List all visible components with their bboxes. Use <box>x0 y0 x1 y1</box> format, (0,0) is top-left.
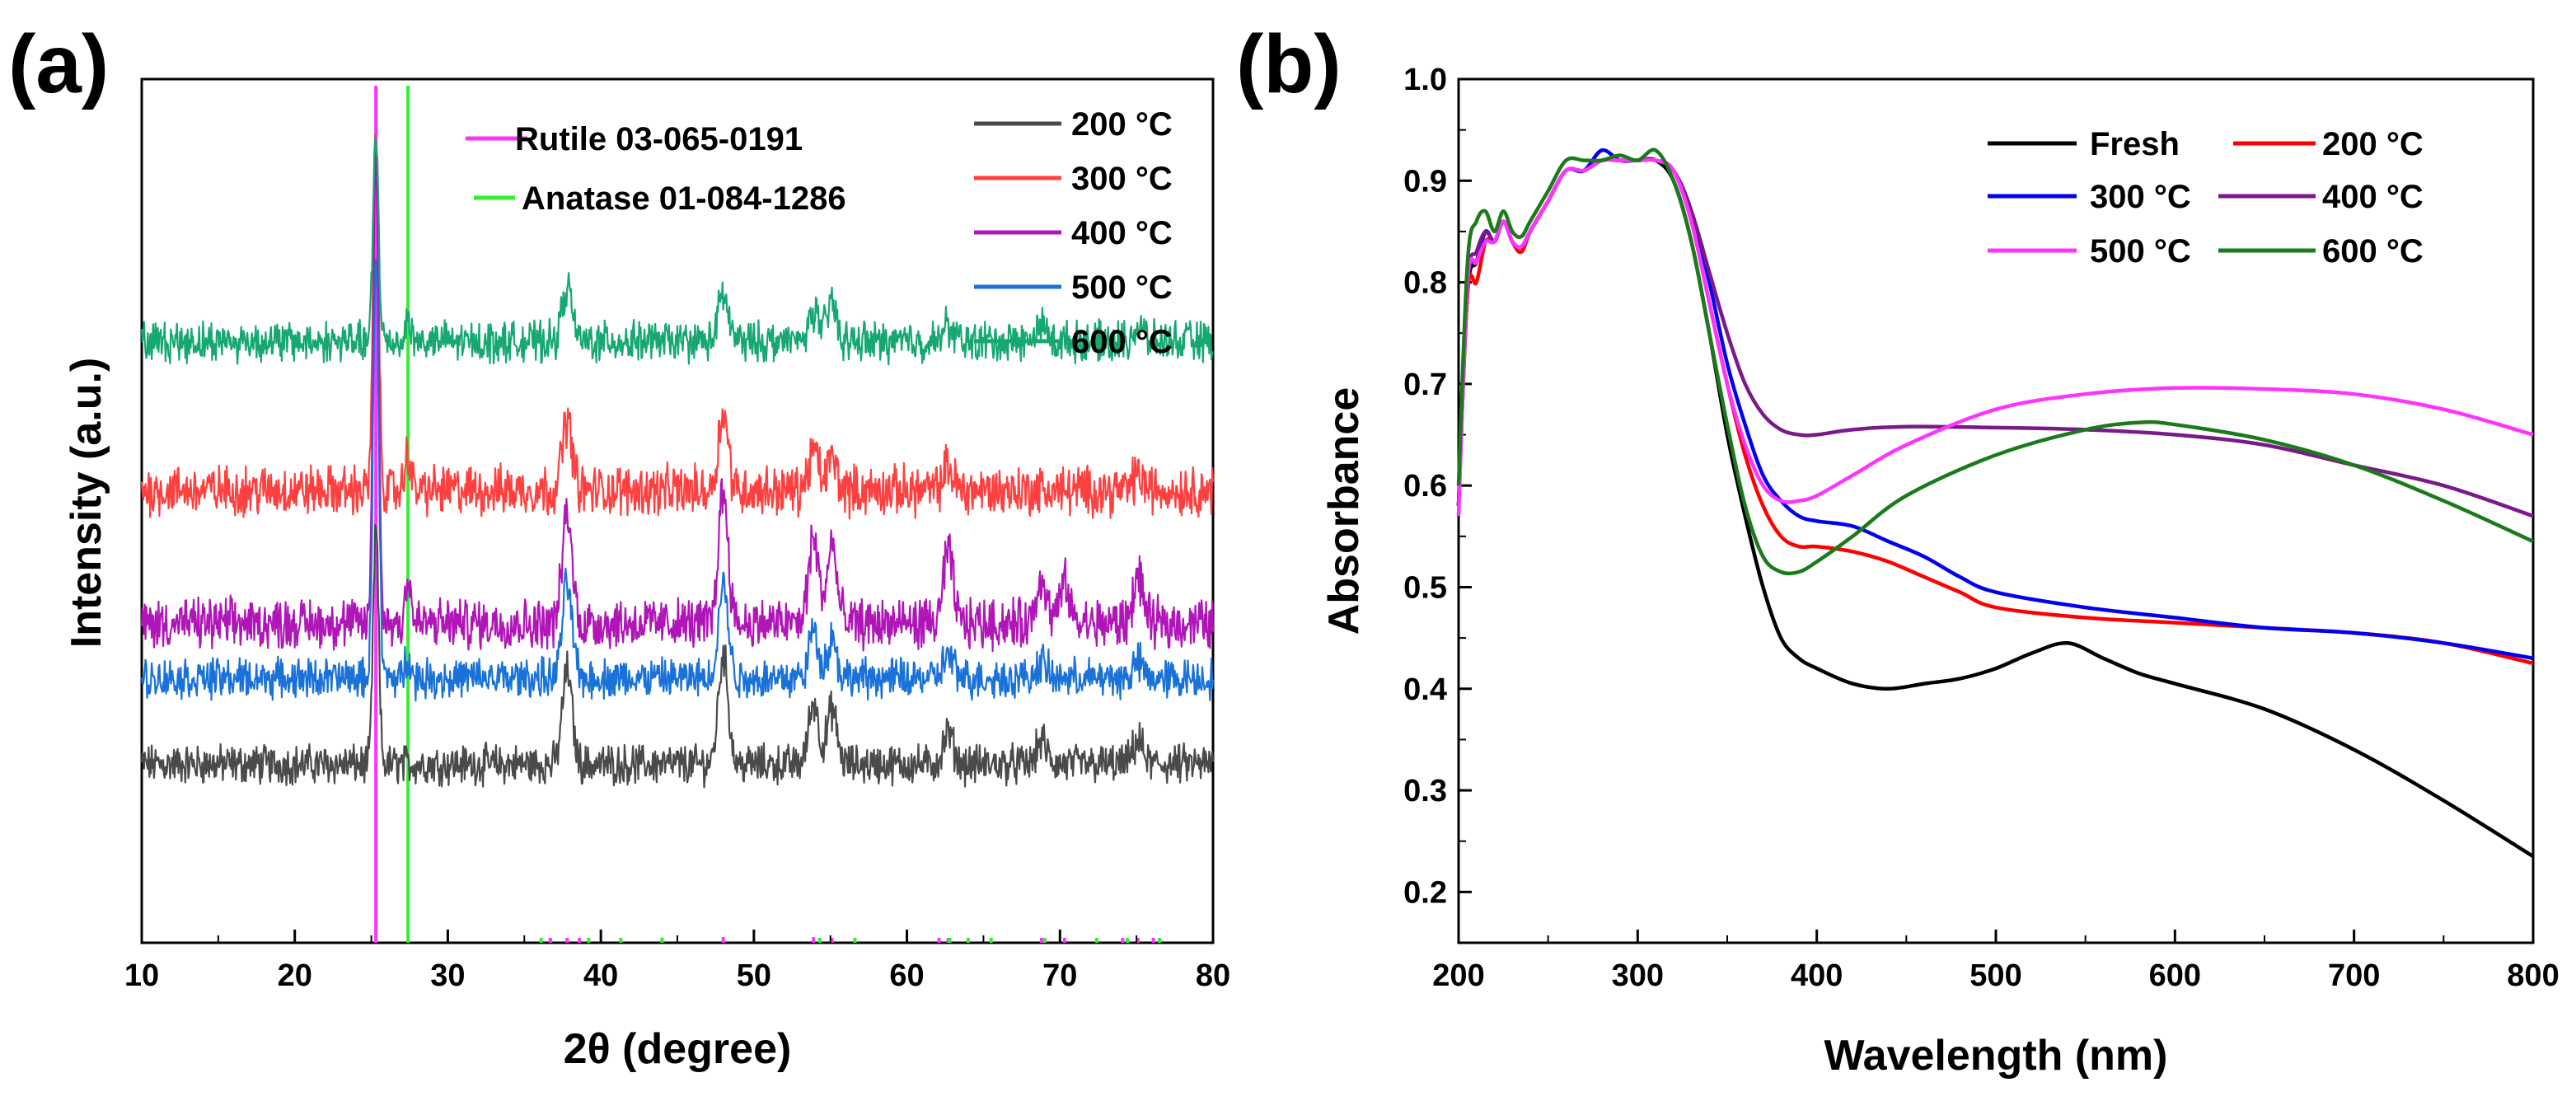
uvvis-series <box>1456 148 2535 859</box>
uvvis-x-tick-label: 500 <box>1969 958 2021 993</box>
xrd-x-tick-label: 40 <box>583 958 618 993</box>
uvvis-x-axis-title: Wavelength (nm) <box>1824 1032 2168 1080</box>
xrd-series-line-600-c <box>140 136 1214 366</box>
uvvis-y-tick-label: 0.8 <box>1403 266 1447 301</box>
xrd-x-axis-title: 2θ (degree) <box>564 1025 792 1073</box>
legend-label-xrd-400: 400 °C <box>1071 215 1173 251</box>
xrd-x-ticks: 10 20 30 40 50 60 70 80 <box>124 930 1230 993</box>
uvvis-series-line-600-c <box>1456 148 2534 576</box>
uvvis-legend: Fresh 200 °C 300 °C 400 °C 500 °C 600 °C <box>1988 126 2424 269</box>
legend-label-xrd-300: 300 °C <box>1071 161 1173 197</box>
legend-label-xrd-600: 600 °C <box>1071 324 1173 360</box>
uvvis-y-tick-label: 0.6 <box>1403 469 1447 504</box>
legend-label-xrd-200: 200 °C <box>1071 106 1173 143</box>
legend-label-uv-400: 400 °C <box>2322 179 2424 215</box>
xrd-series-line-300-c <box>140 133 1215 520</box>
legend-label-uv-300: 300 °C <box>2090 179 2191 215</box>
uvvis-x-tick-label: 200 <box>1432 958 1484 993</box>
uvvis-y-axis-title: Absorbance <box>1320 387 1368 635</box>
legend-label-fresh: Fresh <box>2090 126 2180 162</box>
xrd-x-tick-label: 10 <box>124 958 159 993</box>
uvvis-y-tick-label: 0.5 <box>1403 570 1447 605</box>
legend-label-rutile: Rutile 03-065-0191 <box>515 121 803 157</box>
panel-a-letter: (a) <box>8 18 109 110</box>
uvvis-y-tick-label: 0.7 <box>1403 368 1447 402</box>
uvvis-series-line-300-c <box>1456 148 2534 661</box>
xrd-x-tick-label: 60 <box>889 958 924 993</box>
legend-label-uv-500: 500 °C <box>2090 233 2191 269</box>
uvvis-x-ticks: 200 300 400 500 600 700 800 <box>1432 930 2560 993</box>
xrd-x-tick-label: 30 <box>430 958 465 993</box>
uvvis-y-tick-label: 0.4 <box>1403 672 1447 707</box>
xrd-series-line-400-c <box>140 141 1215 653</box>
xrd-series <box>140 133 1215 789</box>
xrd-x-tick-label: 20 <box>278 958 312 993</box>
xrd-x-tick-label: 70 <box>1042 958 1077 993</box>
legend-label-uv-600: 600 °C <box>2322 233 2424 269</box>
reference-sticks <box>374 86 1161 943</box>
xrd-series-line-200-c <box>140 523 1215 789</box>
xrd-series-line-500-c <box>140 258 1215 702</box>
panel-b-letter: (b) <box>1236 18 1342 110</box>
xrd-x-tick-label: 80 <box>1196 958 1230 993</box>
uvvis-series-line-500-c <box>1456 157 2534 517</box>
uvvis-y-tick-label: 1.0 <box>1403 63 1447 97</box>
uvvis-y-tick-label: 0.9 <box>1403 164 1447 199</box>
legend-label-uv-200: 200 °C <box>2322 126 2424 162</box>
uvvis-y-tick-label: 0.3 <box>1403 774 1447 808</box>
uvvis-x-tick-label: 400 <box>1791 958 1843 993</box>
legend-label-xrd-500: 500 °C <box>1071 269 1173 306</box>
legend-label-anatase: Anatase 01-084-1286 <box>522 180 846 217</box>
uvvis-y-tick-label: 0.2 <box>1403 875 1447 910</box>
uvvis-x-tick-label: 800 <box>2507 958 2559 993</box>
xrd-series-legend: 200 °C 300 °C 400 °C 500 °C 600 °C <box>974 106 1173 360</box>
uvvis-y-ticks: 0.2 0.3 0.4 0.5 0.6 0.7 0.8 0.9 1.0 <box>1403 63 1472 910</box>
uvvis-panel: (b) 0.2 0.3 0.4 0.5 0.6 0.7 0.8 0.9 1.0 200 300 40… <box>1236 18 2560 1080</box>
uvvis-x-tick-label: 600 <box>2149 958 2201 993</box>
reference-legend: Rutile 03-065-0191 Anatase 01-084-1286 <box>466 121 846 217</box>
xrd-x-tick-label: 50 <box>737 958 771 993</box>
xrd-y-axis-title: Intensity (a.u.) <box>63 358 110 648</box>
uvvis-x-tick-label: 700 <box>2328 958 2380 993</box>
xrd-panel: (a) 10 20 30 40 50 60 70 80 2θ (degree) Intensi… <box>8 18 1230 1073</box>
uvvis-x-tick-label: 300 <box>1612 958 1664 993</box>
